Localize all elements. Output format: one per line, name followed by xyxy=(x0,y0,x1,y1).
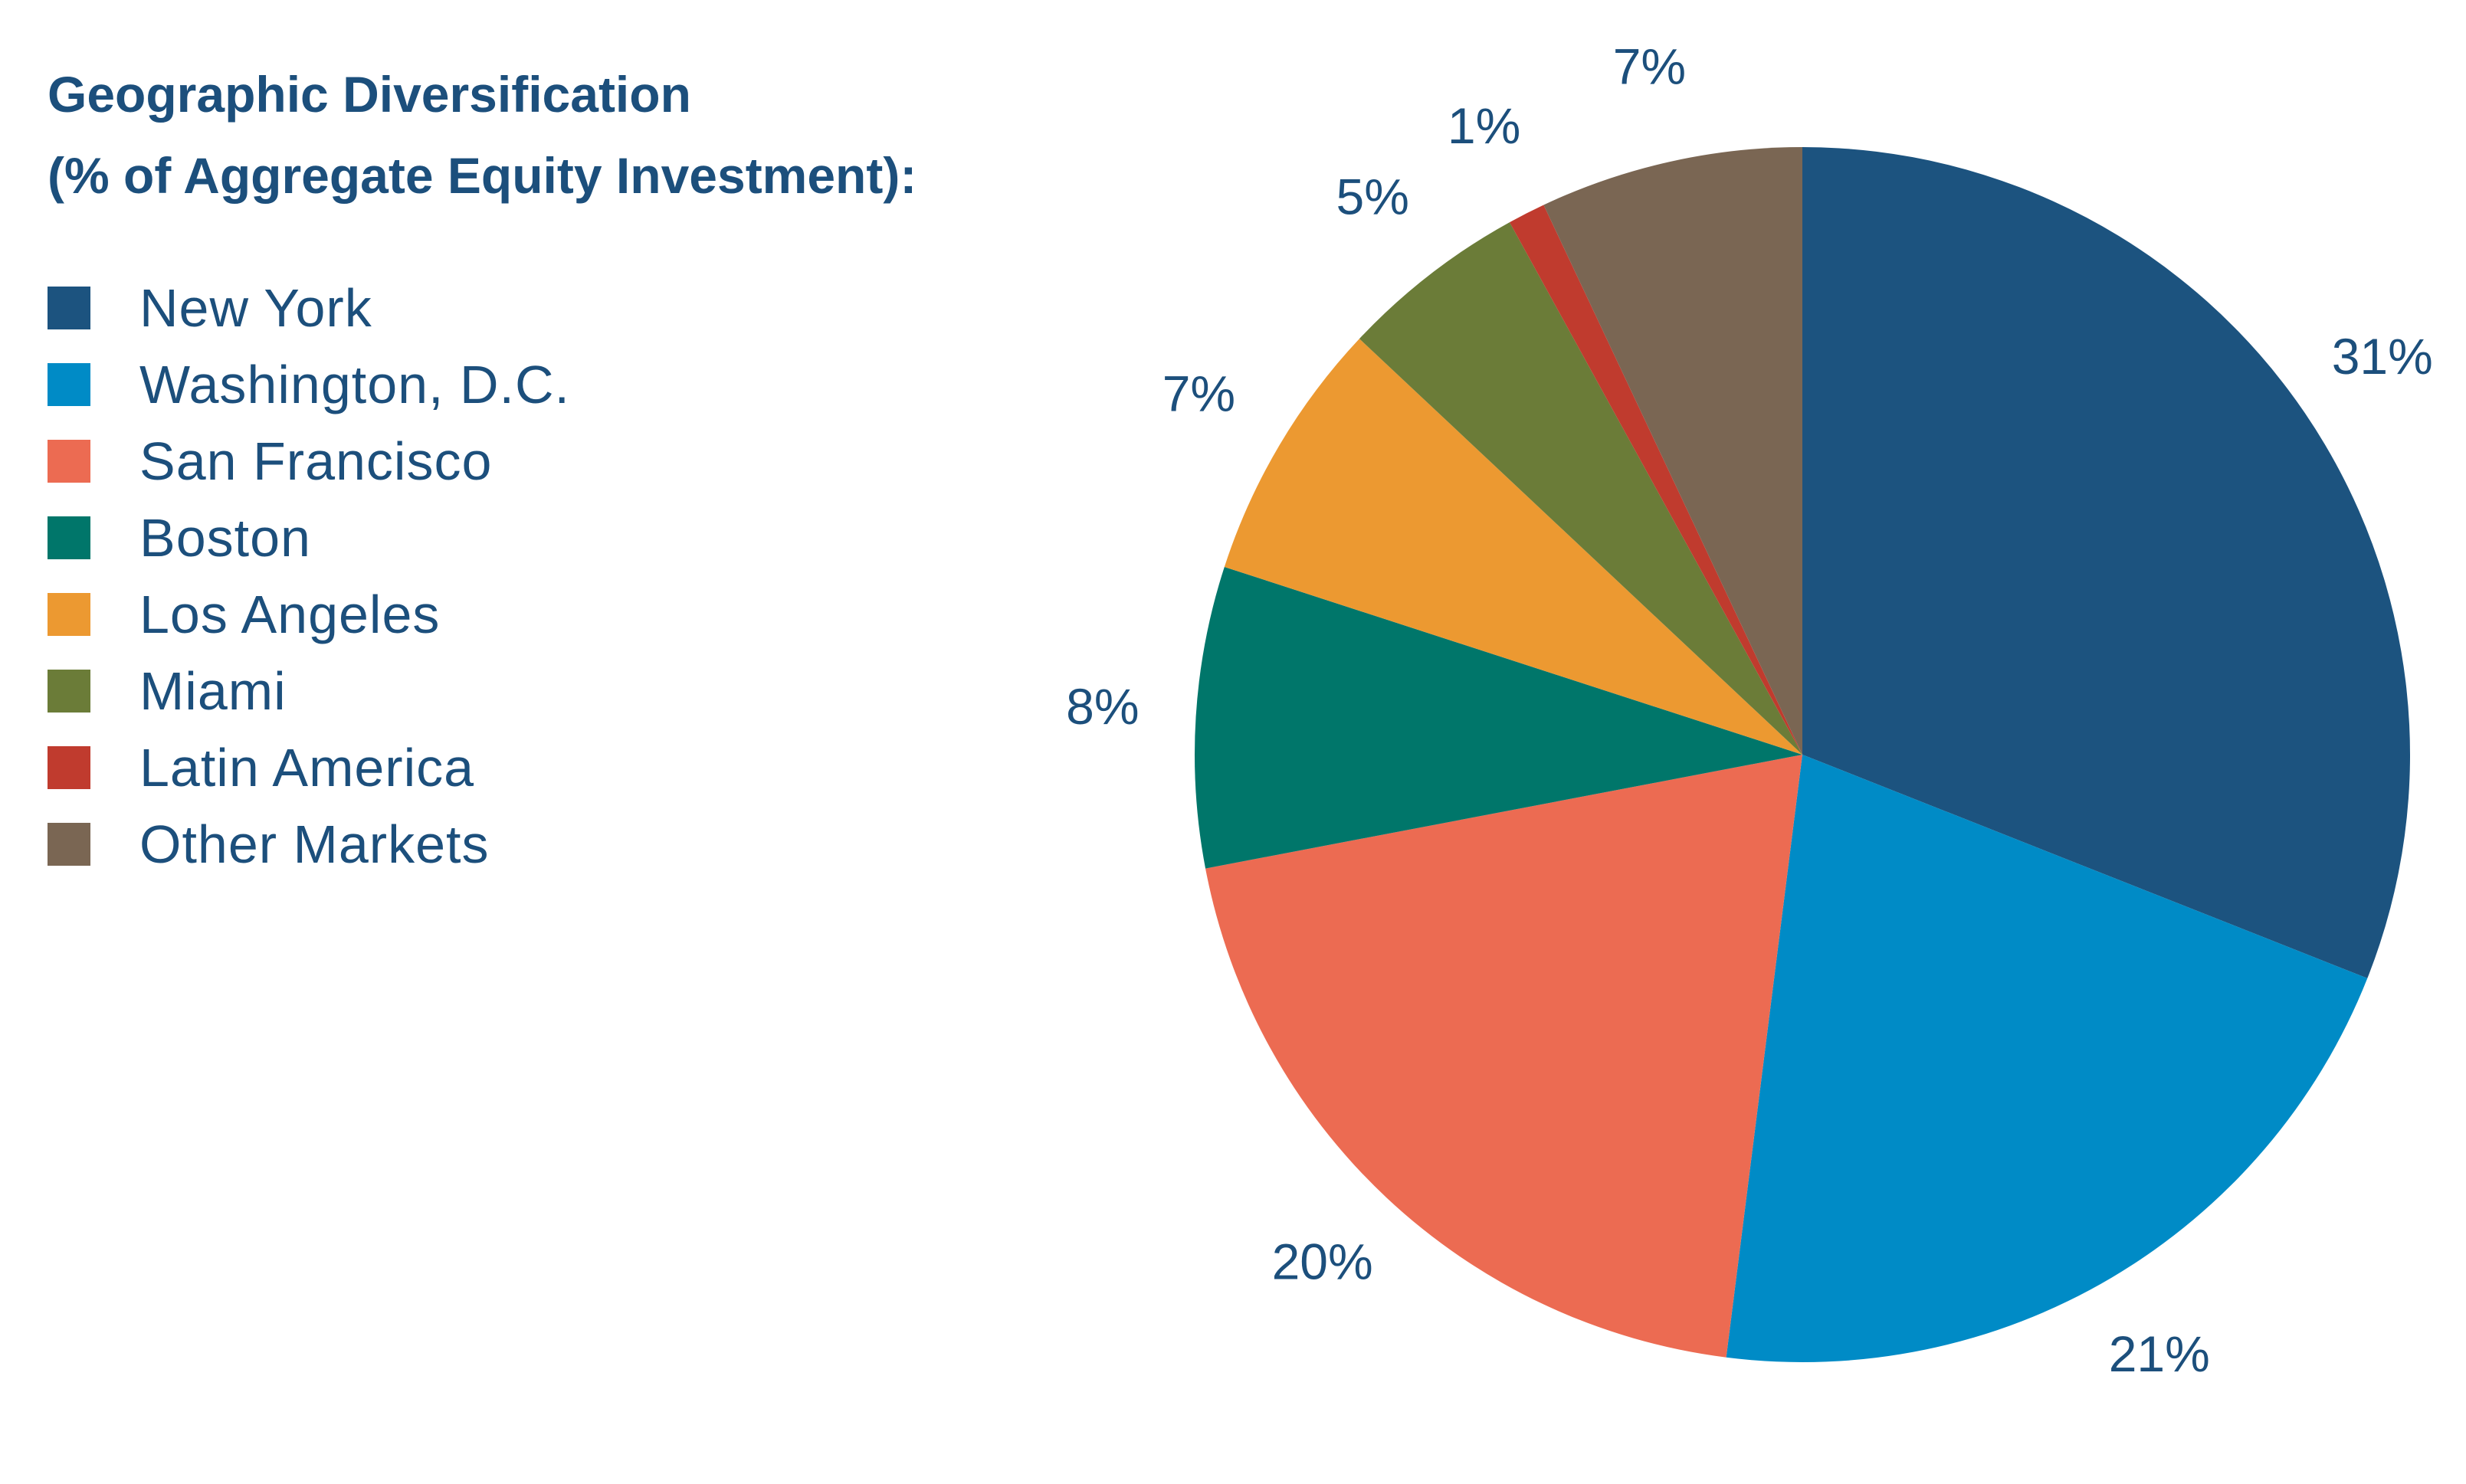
slice-value-label: 7% xyxy=(1613,38,1686,94)
legend-label: Other Markets xyxy=(139,814,490,874)
pie-slice xyxy=(1509,205,1802,755)
legend-label: San Francisco xyxy=(139,431,493,491)
chart-title: Geographic Diversification (% of Aggrega… xyxy=(48,54,917,216)
legend-item: New York xyxy=(48,270,570,346)
pie-slice xyxy=(1802,147,2411,978)
legend-swatch xyxy=(48,440,90,483)
legend-item: Boston xyxy=(48,500,570,576)
legend-swatch xyxy=(48,593,90,636)
legend-label: Los Angeles xyxy=(139,585,441,644)
slice-value-label: 21% xyxy=(2109,1325,2210,1382)
legend-swatch xyxy=(48,670,90,713)
slice-value-label: 20% xyxy=(1272,1233,1373,1289)
pie-slice xyxy=(1195,566,1802,869)
slice-value-label: 8% xyxy=(1066,678,1139,735)
legend-label: Miami xyxy=(139,661,287,721)
legend-swatch xyxy=(48,287,90,329)
legend-swatch xyxy=(48,516,90,559)
legend-item: Los Angeles xyxy=(48,576,570,653)
pie-slice xyxy=(1205,755,1802,1358)
legend-item: San Francisco xyxy=(48,423,570,500)
legend-item: Latin America xyxy=(48,729,570,806)
pie-slice xyxy=(1359,222,1802,755)
pie-slice xyxy=(1224,339,1802,755)
chart-title-line-2: (% of Aggregate Equity Investment): xyxy=(48,147,917,204)
legend-swatch xyxy=(48,746,90,789)
slice-value-label: 7% xyxy=(1162,365,1235,422)
pie-slice xyxy=(1543,147,1802,755)
legend-item: Other Markets xyxy=(48,806,570,883)
pie-slice xyxy=(1726,755,2368,1362)
legend-label: Washington, D.C. xyxy=(139,355,570,414)
slice-value-label: 5% xyxy=(1336,168,1408,224)
slice-value-label: 1% xyxy=(1448,97,1520,154)
slice-value-label: 31% xyxy=(2332,328,2433,385)
legend-item: Miami xyxy=(48,653,570,729)
legend-label: New York xyxy=(139,278,372,338)
legend-item: Washington, D.C. xyxy=(48,346,570,423)
legend-label: Boston xyxy=(139,508,311,568)
legend-swatch xyxy=(48,823,90,866)
chart-legend: New York Washington, D.C. San Francisco Bos… xyxy=(48,270,570,883)
legend-label: Latin America xyxy=(139,738,475,798)
legend-swatch xyxy=(48,363,90,406)
chart-title-line-1: Geographic Diversification xyxy=(48,66,691,123)
